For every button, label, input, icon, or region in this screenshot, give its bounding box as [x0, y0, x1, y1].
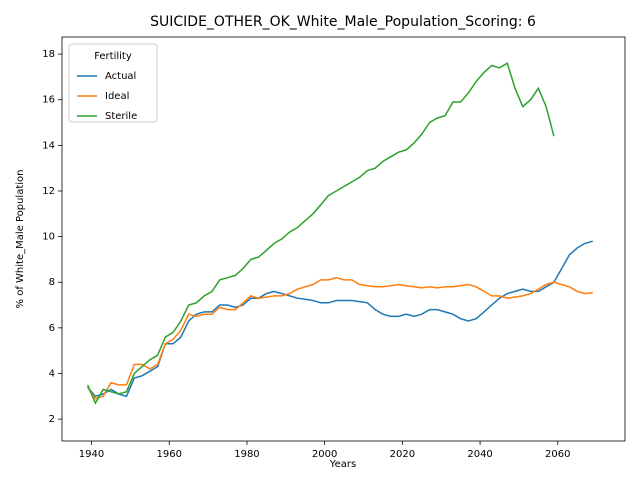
plot-frame: [61, 36, 626, 442]
y-tick-label: 16: [42, 95, 55, 106]
y-tick-label: 4: [49, 368, 55, 379]
legend-label: Actual: [105, 71, 136, 82]
legend-label: Sterile: [105, 111, 137, 122]
series-line: [86, 276, 593, 400]
y-tick-label: 8: [49, 277, 55, 288]
y-tick-label: 12: [42, 186, 55, 197]
y-tick-label: 6: [49, 323, 55, 334]
series-line: [87, 240, 594, 398]
x-axis-label: Years: [329, 459, 356, 470]
y-axis-label: % of White_Male Population: [15, 170, 26, 309]
x-tick-label: 1980: [234, 449, 259, 460]
x-tick-label: 1940: [79, 449, 104, 460]
legend-label: Ideal: [105, 91, 129, 102]
y-tick-label: 10: [42, 232, 55, 243]
x-tick-label: 2000: [312, 449, 337, 460]
chart-title: SUICIDE_OTHER_OK_White_Male_Population_S…: [150, 14, 536, 30]
legend-box: [68, 43, 158, 123]
x-tick-label: 2060: [545, 449, 570, 460]
y-tick-label: 14: [42, 140, 55, 151]
y-tick-label: 18: [42, 49, 55, 60]
x-tick-label: 2040: [467, 449, 492, 460]
legend-title: Fertility: [94, 51, 132, 62]
series-line: [86, 62, 555, 405]
x-tick-label: 1960: [157, 449, 182, 460]
y-tick-label: 2: [49, 414, 55, 425]
x-tick-label: 2020: [390, 449, 415, 460]
